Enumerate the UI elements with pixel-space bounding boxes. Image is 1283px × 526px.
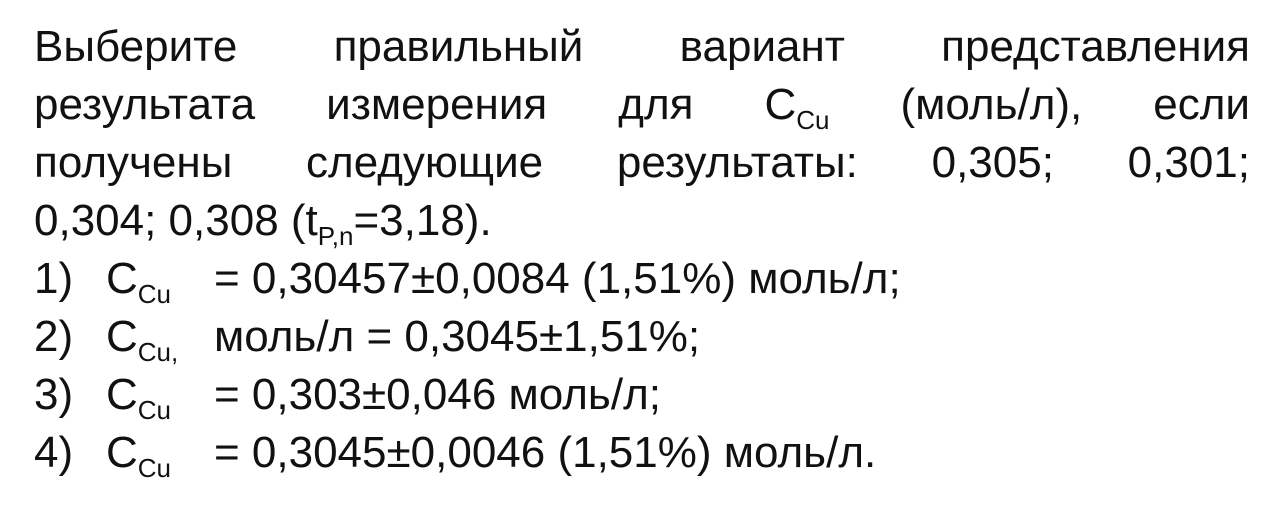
question-line-4: 0,304; 0,308 (tP,n=3,18). [34, 192, 1250, 250]
option-symbol-sub: Cu [137, 453, 172, 483]
answer-option-4[interactable]: 4) CCu = 0,3045±0,0046 (1,51%) моль/л. [34, 424, 1250, 482]
question-line-2-pre: результата измерения для C [34, 80, 797, 129]
option-symbol-letter: C [106, 312, 138, 361]
option-text: = 0,3045±0,0046 (1,51%) моль/л. [214, 428, 877, 477]
question-line-2: результата измерения для CCu (моль/л), е… [34, 76, 1250, 134]
question-line-4-pre: 0,304; 0,308 (t [34, 196, 318, 245]
answer-option-2[interactable]: 2) CCu, моль/л = 0,3045±1,51%; [34, 308, 1250, 366]
option-number: 1) [34, 254, 74, 303]
option-text: = 0,303±0,046 моль/л; [214, 370, 661, 419]
option-symbol-letter: C [106, 254, 138, 303]
question-line-4-post: =3,18). [353, 196, 492, 245]
option-symbol-sub: Cu [137, 395, 172, 425]
question-line-2-sub: Cu [796, 105, 830, 135]
option-text: = 0,30457±0,0084 (1,51%) моль/л; [214, 254, 901, 303]
option-number: 3) [34, 370, 74, 419]
question-line-2-post: (моль/л), если [829, 80, 1250, 129]
question-line-3: получены следующие результаты: 0,305; 0,… [34, 138, 1250, 187]
question-line-1: Выберите правильный вариант представлени… [34, 22, 1250, 71]
question-slide: Выберите правильный вариант представлени… [34, 18, 1250, 482]
option-symbol: CCu, [106, 308, 214, 366]
question-line-4-sub: P,n [317, 221, 354, 251]
option-number: 2) [34, 312, 74, 361]
option-text: моль/л = 0,3045±1,51%; [214, 312, 701, 361]
option-symbol: CCu [106, 366, 214, 424]
answer-options: 1) CCu = 0,30457±0,0084 (1,51%) моль/л; … [34, 250, 1250, 482]
question-text: Выберите правильный вариант представлени… [34, 18, 1250, 250]
option-symbol: CCu [106, 250, 214, 308]
answer-option-3[interactable]: 3) CCu = 0,303±0,046 моль/л; [34, 366, 1250, 424]
option-symbol: CCu [106, 424, 214, 482]
option-number: 4) [34, 428, 74, 477]
option-symbol-letter: C [106, 428, 138, 477]
option-symbol-letter: C [106, 370, 138, 419]
answer-option-1[interactable]: 1) CCu = 0,30457±0,0084 (1,51%) моль/л; [34, 250, 1250, 308]
option-symbol-sub: Cu, [137, 337, 179, 367]
option-symbol-sub: Cu [137, 279, 172, 309]
